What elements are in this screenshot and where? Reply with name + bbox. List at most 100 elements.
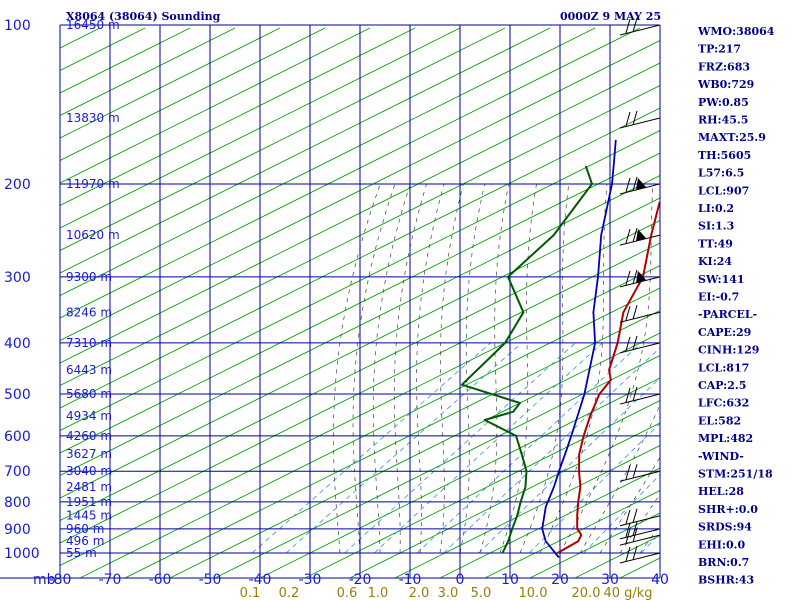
stat-line: CAPE:29: [698, 326, 751, 339]
stat-line: MAXT:25.9: [698, 131, 766, 144]
stat-line: BSHR:43: [698, 574, 754, 587]
stat-line: SRDS:94: [698, 521, 752, 534]
temperature-tick-label: -50: [199, 572, 222, 588]
height-label: 10620 m: [66, 228, 120, 242]
stat-line: -PARCEL-: [698, 308, 757, 321]
stat-line: LCL:817: [698, 361, 749, 374]
mixing-ratio-label: 0.6: [337, 586, 358, 600]
wind-barb-pennant: [636, 229, 646, 242]
dry-adiabat: [60, 27, 281, 139]
temperature-tick-label: 0: [456, 572, 465, 588]
stat-line: TT:49: [698, 237, 733, 250]
dry-adiabat: [124, 310, 660, 578]
wind-barb-feather: [632, 335, 638, 351]
temperature-tick-label: -30: [299, 572, 322, 588]
height-label: 16450 m: [66, 18, 120, 32]
mixing-ratio-label: 2.0: [409, 586, 430, 600]
temperature-tick-label: 30: [601, 572, 619, 588]
mixing-ratio-label: 0.1: [240, 586, 261, 600]
mixing-ratio-label: 0.2: [279, 586, 300, 600]
chart-title: X8064 (38064) Sounding: [66, 10, 221, 23]
pressure-tick-label: 900: [4, 522, 31, 538]
wind-barb-feather: [632, 527, 638, 543]
mixing-ratio-label: 40 g/kg: [603, 586, 652, 600]
pressure-tick-label: 500: [4, 387, 31, 403]
stat-line: LCL:907: [698, 184, 749, 197]
stat-line: SW:141: [698, 273, 745, 286]
dry-adiabat: [60, 27, 641, 319]
stat-line: BRN:0.7: [698, 556, 749, 569]
height-label: 960 m: [66, 522, 104, 536]
dry-adiabat: [60, 27, 416, 206]
height-label: 55 m: [66, 546, 97, 560]
height-label: 9300 m: [66, 270, 112, 284]
height-label: 1951 m: [66, 495, 112, 509]
wind-barb-staff: [619, 552, 661, 564]
wind-barb-feather: [625, 465, 631, 480]
wind-barb-staff: [619, 183, 661, 195]
stat-line: EL:582: [698, 414, 741, 427]
height-label: 5680 m: [66, 387, 112, 401]
wind-barb-staff: [619, 470, 661, 482]
temperature-tick-label: -40: [249, 572, 272, 588]
pressure-tick-label: 1000: [4, 546, 40, 562]
stat-line: CAP:2.5: [698, 379, 746, 392]
temperature-tick-label: -80: [49, 572, 72, 588]
wind-barb-pennant: [636, 270, 646, 283]
wind-barb-pennant: [636, 177, 646, 190]
dry-adiabat: [60, 27, 461, 229]
dry-adiabat: [259, 377, 660, 578]
stat-line: TP:217: [698, 43, 741, 56]
wind-barb-feather: [632, 227, 638, 243]
stat-line: WMO:38064: [697, 25, 775, 38]
dry-adiabat: [60, 175, 660, 476]
height-label: 4260 m: [66, 429, 112, 443]
dry-adiabat: [60, 130, 660, 431]
wind-barb-staff: [619, 342, 661, 354]
height-label: 11970 m: [66, 177, 120, 191]
wind-barb-feather: [625, 546, 631, 562]
dry-adiabat: [60, 27, 551, 274]
wind-barb-feather: [625, 522, 631, 537]
pressure-tick-label: 700: [4, 464, 31, 480]
stat-line: STM:251/18: [698, 468, 773, 481]
temperature-tick-label: -60: [149, 572, 172, 588]
stat-line: WB0:729: [697, 78, 754, 91]
wind-barbs: [619, 17, 661, 578]
height-label: 4934 m: [66, 409, 112, 423]
parcel-line: [541, 139, 617, 559]
dry-adiabat: [60, 27, 506, 251]
wind-barb-feather: [632, 521, 638, 536]
wind-barb-staff: [619, 311, 661, 323]
stat-line: KI:24: [698, 255, 732, 268]
temperature-tick-label: 40: [651, 572, 669, 588]
pressure-tick-label: 300: [4, 270, 31, 286]
mixing-ratio-label: 20.0: [572, 586, 601, 600]
stat-line: PW:0.85: [698, 96, 749, 109]
wind-barb-feather: [632, 508, 638, 523]
wind-barb-feather: [625, 177, 631, 193]
wind-barb-feather: [632, 17, 638, 33]
height-label: 2481 m: [66, 480, 112, 494]
wind-barb-feather: [625, 228, 631, 244]
wind-barb-feather: [625, 528, 631, 544]
wind-barb-staff: [619, 515, 661, 527]
stat-line: SHR+:0.0: [698, 503, 758, 516]
mixing-ratio-label: 3.0: [438, 586, 459, 600]
wind-barb-feather: [632, 464, 638, 479]
dry-adiabat: [439, 467, 660, 578]
temperature-tick-label: -10: [399, 572, 422, 588]
height-label: 7310 m: [66, 336, 112, 350]
stat-line: FRZ:683: [698, 60, 750, 73]
height-label: 8246 m: [66, 305, 112, 319]
height-label: 13830 m: [66, 111, 120, 125]
dry-adiabat: [60, 40, 660, 341]
dry-adiabat: [394, 445, 660, 578]
stat-line: LI:0.2: [698, 202, 734, 215]
dry-adiabat: [60, 27, 326, 161]
stat-line: CINH:129: [698, 344, 759, 357]
temperature-tick-label: 10: [501, 572, 519, 588]
pressure-tick-label: 100: [4, 18, 31, 34]
